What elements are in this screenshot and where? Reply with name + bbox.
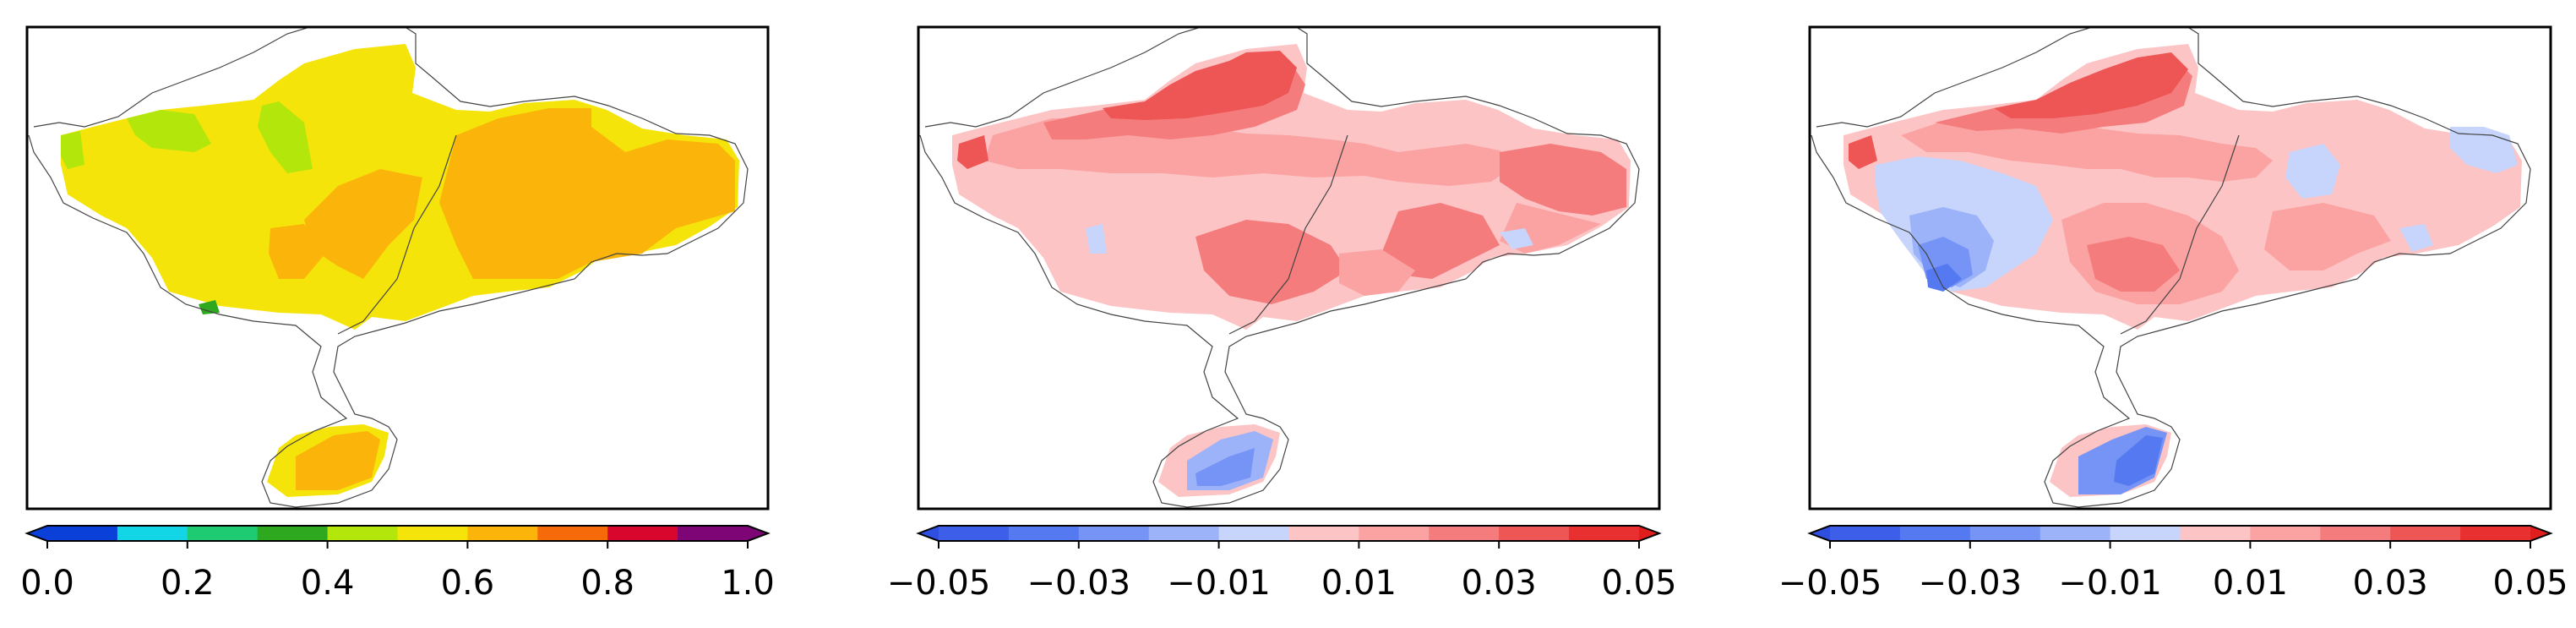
contour-patch <box>1195 220 1348 304</box>
colorbar-tick-label: −0.05 <box>1778 564 1882 603</box>
colorbar-tick-label: 0.2 <box>161 564 215 603</box>
colorbar-segment <box>2180 526 2251 541</box>
colorbar-segment <box>1288 526 1359 541</box>
contour-patch <box>1500 144 1626 216</box>
colorbar-segment <box>2460 526 2531 541</box>
contour-patch <box>1381 203 1500 279</box>
colorbar: −0.05 −0.03 −0.01 0.01 0.03 0.05 <box>887 525 1677 603</box>
map-frame <box>25 25 770 511</box>
colorbar-segment <box>1899 526 1971 541</box>
colorbar-segment <box>1429 526 1500 541</box>
colorbar-tick-label: 1.0 <box>721 564 775 603</box>
colorbar-segment <box>1148 526 1220 541</box>
colorbar-segment <box>2390 526 2461 541</box>
province-boundary <box>2120 134 2240 335</box>
contour-patch <box>439 108 735 279</box>
colorbar-tick-label: 0.0 <box>20 564 74 603</box>
contour-patch <box>2087 237 2180 292</box>
colorbar-segment <box>607 526 678 541</box>
contour-patch <box>382 190 406 220</box>
panel-2: −0.05 −0.03 −0.01 0.01 0.03 0.05 <box>887 25 1677 603</box>
colorbar-extend-low <box>918 526 939 541</box>
contour-patch <box>258 101 313 173</box>
colorbar-segment <box>1499 526 1570 541</box>
colorbar-segment <box>1008 526 1080 541</box>
colorbar-tick-label: 0.8 <box>580 564 634 603</box>
map-frame <box>1808 25 2552 511</box>
colorbar-segment <box>397 526 468 541</box>
colorbar-segment <box>327 526 399 541</box>
colorbar-segment <box>187 526 259 541</box>
contour-patch <box>1339 249 1415 296</box>
province-boundary <box>337 134 457 335</box>
colorbar-segment <box>117 526 188 541</box>
contour-patch <box>1086 224 1107 254</box>
panel-3: −0.05 −0.03 −0.01 0.01 0.03 0.05 <box>1778 25 2568 603</box>
colorbar-segment <box>2250 526 2321 541</box>
contour-patch <box>199 300 220 314</box>
colorbar-segment <box>1830 526 1901 541</box>
colorbar: 0.0 0.2 0.4 0.6 0.8 1.0 <box>20 525 775 603</box>
colorbar-segment <box>1569 526 1640 541</box>
colorbar-segment <box>257 526 329 541</box>
colorbar-segment <box>2040 526 2111 541</box>
colorbar-tick-label: −0.03 <box>1919 564 2023 603</box>
colorbar-segment <box>47 526 118 541</box>
colorbar-segment <box>537 526 608 541</box>
coastline <box>919 27 1640 508</box>
contour-patch <box>2285 144 2340 199</box>
colorbar-segment <box>1218 526 1290 541</box>
map-field <box>1811 27 2531 508</box>
contour-patch <box>2114 435 2163 486</box>
panel-1: 0.0 0.2 0.4 0.6 0.8 1.0 <box>20 25 775 603</box>
contour-patch <box>1901 114 2273 182</box>
colorbar-tick-label: 0.01 <box>1321 564 1397 603</box>
colorbar-segment <box>1078 526 1150 541</box>
contour-patch <box>1195 448 1255 486</box>
contour-patch <box>1849 135 1877 169</box>
colorbar-segment <box>1969 526 2041 541</box>
colorbar-tick-label: 0.03 <box>1462 564 1537 603</box>
contour-patch <box>957 135 988 169</box>
colorbar-tick-label: 0.4 <box>301 564 355 603</box>
contour-patch <box>2399 224 2433 252</box>
colorbar: −0.05 −0.03 −0.01 0.01 0.03 0.05 <box>1778 525 2568 603</box>
colorbar-extend-low <box>1810 526 1830 541</box>
colorbar-extend-high <box>2530 526 2551 541</box>
map-frame <box>917 25 1661 511</box>
colorbar-extend-low <box>27 526 47 541</box>
colorbar-tick-label: 0.03 <box>2353 564 2428 603</box>
colorbar-tick-label: −0.05 <box>887 564 991 603</box>
colorbar-segment <box>678 526 749 541</box>
colorbar-tick-label: 0.01 <box>2213 564 2288 603</box>
colorbar-extend-high <box>1639 526 1659 541</box>
contour-patch <box>1500 228 1533 249</box>
contour-patch <box>269 224 325 279</box>
coastline <box>1811 27 2531 508</box>
colorbar-segment <box>2320 526 2391 541</box>
colorbar-tick-label: 0.6 <box>441 564 495 603</box>
map-field <box>28 27 749 508</box>
coastline <box>28 27 749 508</box>
colorbar-tick-label: −0.01 <box>1167 564 1271 603</box>
contour-patch <box>1994 52 2188 118</box>
colorbar-tick-label: 0.05 <box>1601 564 1676 603</box>
colorbar-tick-label: 0.05 <box>2492 564 2568 603</box>
province-boundary <box>1228 134 1348 335</box>
map-field <box>919 27 1640 508</box>
colorbar-tick-label: −0.01 <box>2058 564 2162 603</box>
colorbar-tick-label: −0.03 <box>1027 564 1131 603</box>
contour-patch <box>127 110 211 152</box>
contour-patch <box>1103 51 1297 120</box>
colorbar-segment <box>939 526 1010 541</box>
contour-patch <box>2264 203 2391 270</box>
colorbar-segment <box>2110 526 2181 541</box>
colorbar-segment <box>1359 526 1430 541</box>
contour-patch <box>296 431 380 490</box>
contour-patch <box>61 131 84 169</box>
colorbar-extend-high <box>748 526 768 541</box>
colorbar-segment <box>467 526 538 541</box>
